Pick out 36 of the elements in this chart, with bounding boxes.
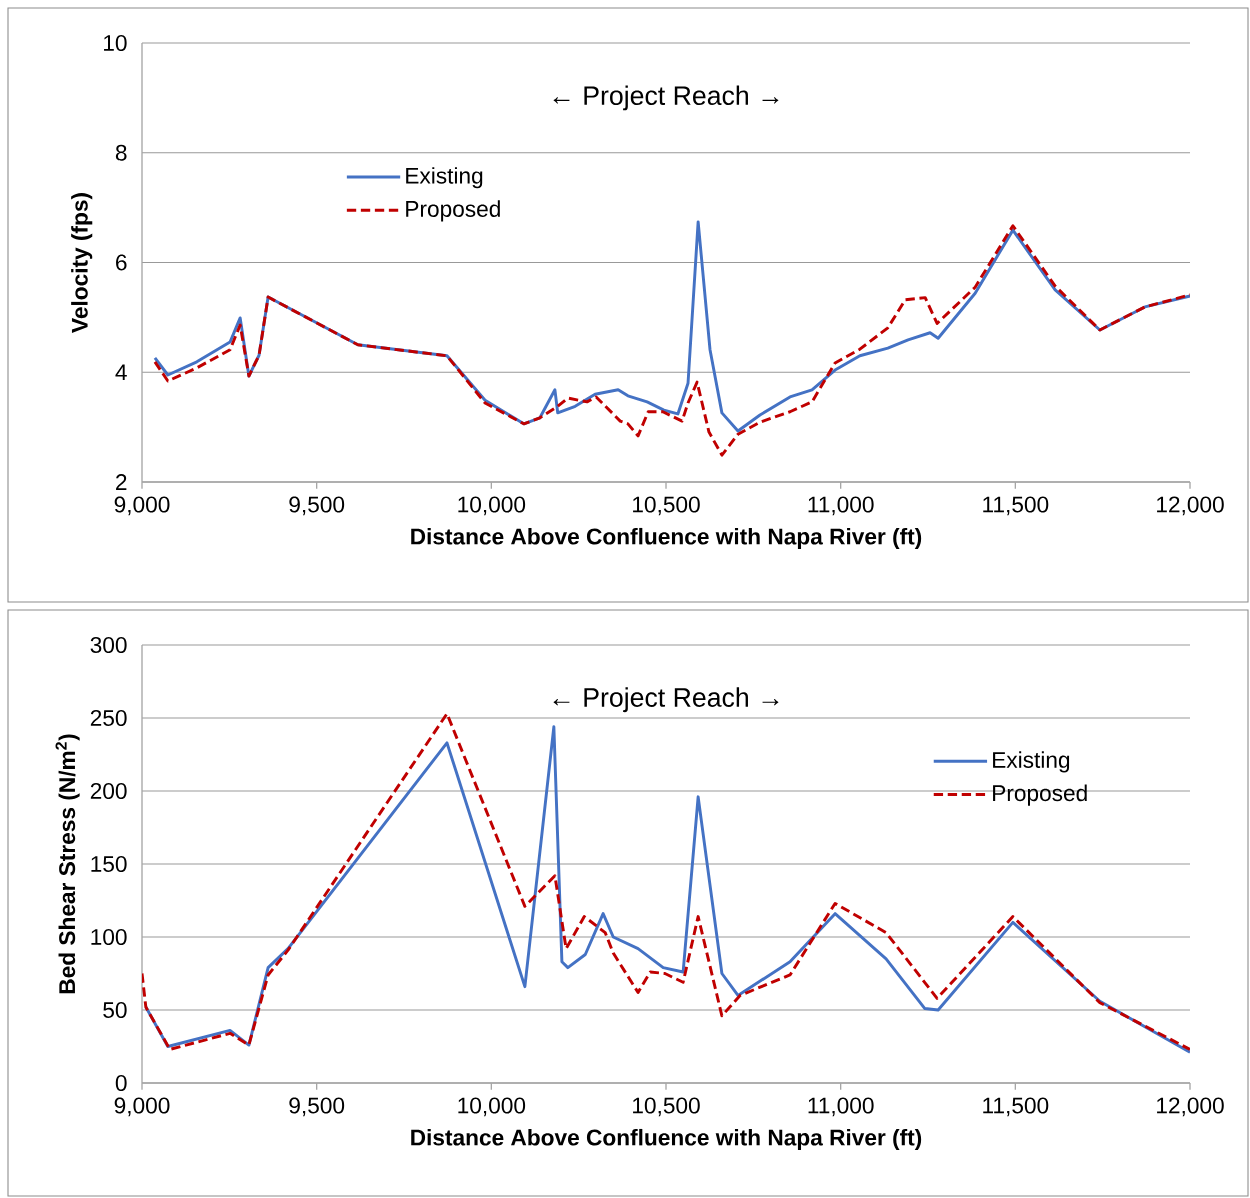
annotation: ← Project Reach → xyxy=(553,85,779,111)
y-tick-label: 100 xyxy=(91,928,127,946)
x-tick-label: 12,000 xyxy=(1157,1097,1224,1117)
x-tick-label: 9,000 xyxy=(114,1097,170,1117)
x-tick-label: 11,500 xyxy=(983,1097,1049,1117)
legend-label: Existing xyxy=(993,751,1070,773)
y-tick-label: 300 xyxy=(90,636,127,654)
y-tick-label: 6 xyxy=(116,254,127,271)
annotation: ← Project Reach → xyxy=(553,687,779,713)
y-tick-label: 150 xyxy=(91,855,127,873)
x-tick-label: 9,500 xyxy=(289,496,345,516)
x-axis-title: Distance Above Confluence with Napa River (ft) xyxy=(411,527,922,550)
y-axis-title: Velocity (fps) xyxy=(71,193,93,333)
legend-label: Proposed xyxy=(406,200,500,222)
x-tick-label: 9,500 xyxy=(289,1097,345,1117)
x-tick-label: 11,500 xyxy=(983,496,1049,516)
x-tick-label: 11,000 xyxy=(808,496,874,516)
y-tick-label: 50 xyxy=(103,1001,127,1019)
x-tick-label: 10,500 xyxy=(633,1097,700,1117)
y-axis-title: Bed Shear Stress (N/m$^{2}$) xyxy=(55,734,80,994)
x-tick-label: 10,000 xyxy=(458,1097,526,1117)
y-tick-label: 2 xyxy=(116,474,127,490)
legend-label: Existing xyxy=(406,167,483,189)
y-tick-label: 8 xyxy=(115,144,127,161)
x-tick-label: 9,000 xyxy=(114,496,170,516)
x-tick-label: 10,500 xyxy=(633,496,700,516)
x-tick-label: 10,000 xyxy=(458,496,526,516)
y-tick-label: 0 xyxy=(115,1074,127,1092)
y-tick-label: 4 xyxy=(115,364,127,381)
y-tick-label: 10 xyxy=(104,34,127,52)
x-tick-label: 12,000 xyxy=(1157,496,1224,516)
legend-label: Proposed xyxy=(993,784,1087,806)
x-axis-title: Distance Above Confluence with Napa River (ft) xyxy=(411,1128,922,1151)
y-tick-label: 200 xyxy=(90,782,127,800)
x-tick-label: 11,000 xyxy=(808,1097,874,1117)
y-tick-label: 250 xyxy=(90,709,127,727)
